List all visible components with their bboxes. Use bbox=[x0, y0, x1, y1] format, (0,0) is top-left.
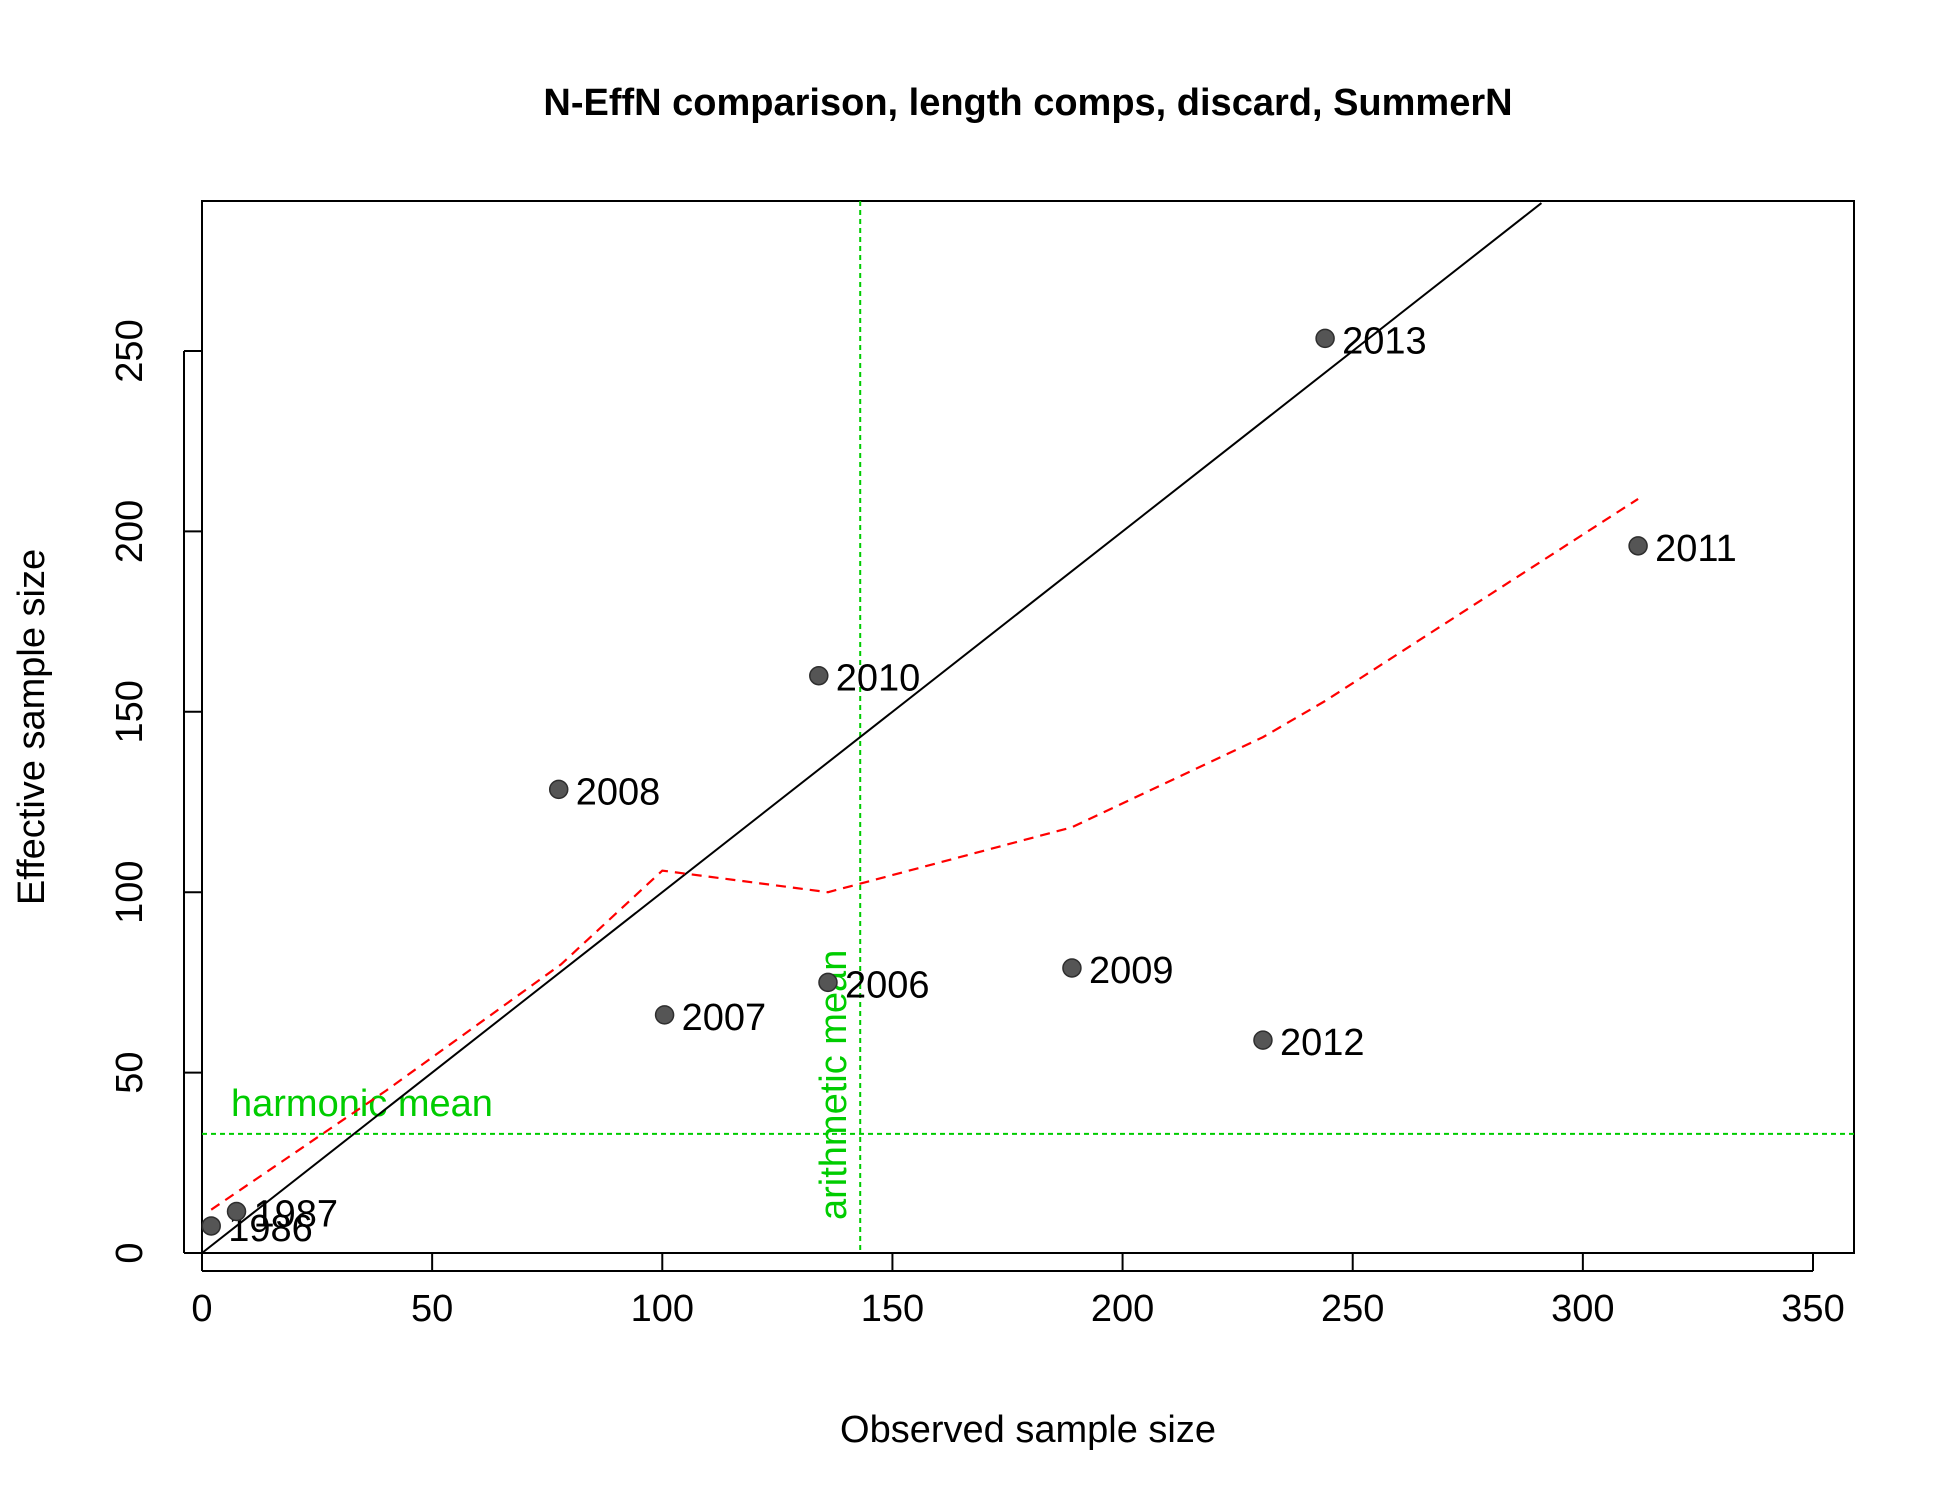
x-tick-label-50: 50 bbox=[411, 1288, 453, 1330]
point-2013 bbox=[1315, 328, 1335, 349]
axis-ticks-layer: 0 50 100 150 200 250 300 350 0 50 100 150 200 250 bbox=[109, 319, 1845, 1330]
point-label-2008: 2008 bbox=[576, 771, 661, 813]
point-label-2006: 2006 bbox=[845, 964, 930, 1006]
chart-title: N-EffN comparison, length comps, discard… bbox=[543, 82, 1512, 124]
plot-frame bbox=[201, 200, 1855, 1254]
point-2007 bbox=[654, 1005, 675, 1025]
x-tick-label-350: 350 bbox=[1781, 1288, 1844, 1330]
y-tick-label-250: 250 bbox=[109, 319, 151, 382]
harmonic-mean-label: harmonic mean bbox=[231, 1083, 493, 1125]
point-2009 bbox=[1062, 958, 1082, 978]
point-label-2013: 2013 bbox=[1342, 320, 1427, 362]
y-tick-label-150: 150 bbox=[109, 680, 151, 743]
point-2011 bbox=[1628, 536, 1648, 556]
point-1986 bbox=[201, 1216, 221, 1236]
point-label-2009: 2009 bbox=[1089, 950, 1174, 992]
y-tick-label-50: 50 bbox=[109, 1051, 151, 1093]
reference-lines-layer: arithmetic mean harmonic mean bbox=[202, 201, 1854, 1253]
x-tick-label-300: 300 bbox=[1551, 1288, 1614, 1330]
point-label-2007: 2007 bbox=[682, 997, 767, 1039]
arithmetic-mean-label: arithmetic mean bbox=[813, 950, 855, 1220]
x-axis-title: Observed sample size bbox=[840, 1409, 1216, 1451]
point-2012 bbox=[1253, 1030, 1273, 1050]
point-2008 bbox=[548, 779, 569, 800]
x-tick-label-200: 200 bbox=[1091, 1288, 1154, 1330]
point-label-2010: 2010 bbox=[836, 658, 921, 700]
y-tick-label-0: 0 bbox=[109, 1242, 151, 1263]
x-tick-label-100: 100 bbox=[631, 1288, 694, 1330]
y-tick-label-200: 200 bbox=[109, 500, 151, 563]
point-label-1987: 1987 bbox=[254, 1194, 339, 1236]
lines-layer bbox=[201, 202, 1639, 1254]
point-2010 bbox=[809, 665, 829, 686]
point-label-2011: 2011 bbox=[1655, 528, 1737, 570]
x-tick-label-150: 150 bbox=[861, 1288, 924, 1330]
identity-line bbox=[201, 202, 1543, 1254]
x-tick-label-0: 0 bbox=[191, 1288, 212, 1330]
y-axis-title: Effective sample size bbox=[11, 549, 53, 905]
y-tick-label-100: 100 bbox=[109, 860, 151, 923]
smoother-line bbox=[210, 497, 1639, 1211]
point-2006 bbox=[818, 972, 838, 993]
x-tick-label-250: 250 bbox=[1321, 1288, 1384, 1330]
point-label-2012: 2012 bbox=[1280, 1022, 1365, 1064]
point-1987 bbox=[226, 1201, 247, 1222]
